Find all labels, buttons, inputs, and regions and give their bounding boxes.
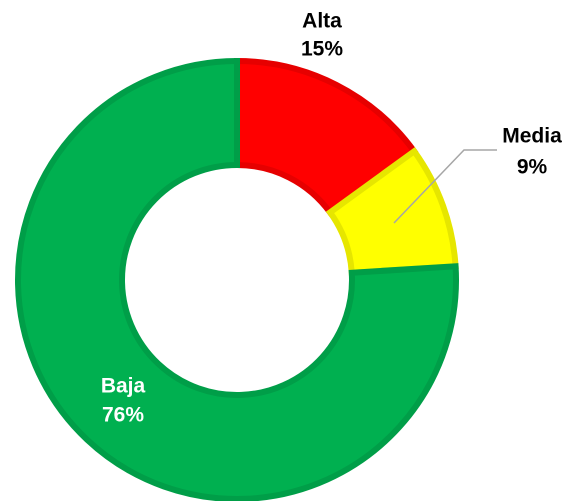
slice-name: Alta: [302, 10, 342, 33]
slice-value-label: 15%: [301, 38, 343, 61]
slice-name: Baja: [101, 375, 146, 398]
donut-slice: [15, 57, 459, 501]
leader-line: [393, 149, 497, 224]
slice-value-label: 76%: [102, 404, 144, 427]
slice-value-label: 9%: [517, 156, 548, 179]
slice-name: Media: [502, 125, 562, 148]
